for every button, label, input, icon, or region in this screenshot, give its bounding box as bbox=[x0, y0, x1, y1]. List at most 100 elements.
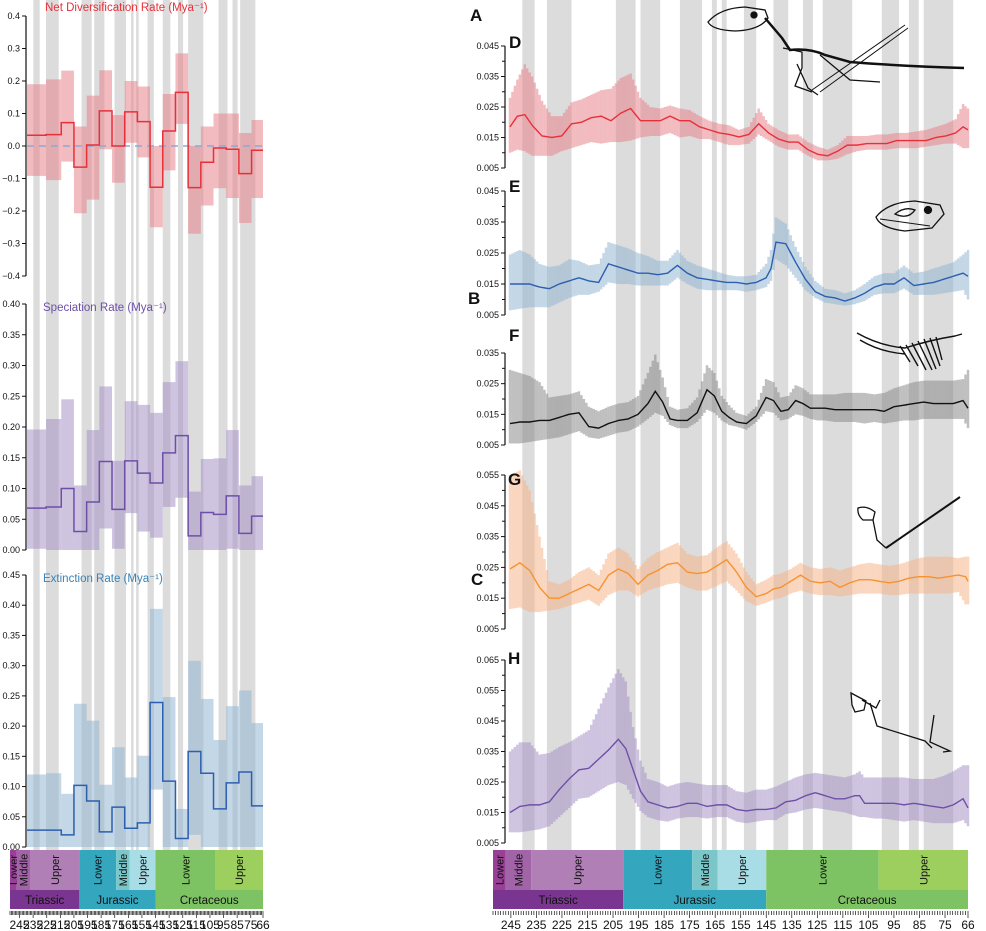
error-bar bbox=[590, 407, 593, 438]
error-bar bbox=[516, 251, 519, 310]
error-bar bbox=[801, 775, 805, 811]
error-bar bbox=[570, 740, 573, 806]
error-bar bbox=[828, 394, 832, 422]
error-bar bbox=[796, 776, 800, 812]
y-tick-label: 0.25 bbox=[2, 691, 20, 701]
error-bar bbox=[649, 366, 652, 417]
y-tick-label: 0.015 bbox=[476, 133, 499, 143]
panel-e: 0.045 0.035 0.025 0.015 0.005 bbox=[476, 186, 970, 320]
panel-letter-e: E bbox=[509, 177, 520, 196]
timescale-age-label: 85 bbox=[230, 918, 244, 931]
error-bar bbox=[513, 371, 517, 444]
error-bar bbox=[703, 784, 706, 819]
error-bar bbox=[683, 408, 687, 429]
timescale-age-label: 105 bbox=[200, 918, 220, 931]
error-bar bbox=[545, 108, 549, 156]
error-bar bbox=[927, 380, 930, 419]
error-bar bbox=[737, 791, 741, 823]
error-bar bbox=[695, 265, 699, 289]
error-bar bbox=[545, 753, 549, 827]
error-bar bbox=[710, 370, 714, 412]
error-bar bbox=[865, 282, 869, 300]
error-bar bbox=[535, 261, 539, 308]
error-box bbox=[112, 460, 125, 549]
error-bar bbox=[693, 113, 696, 138]
error-bar bbox=[944, 556, 948, 594]
error-bar bbox=[720, 544, 724, 584]
error-bar bbox=[629, 400, 632, 431]
error-bar bbox=[855, 135, 859, 152]
error-bar bbox=[870, 135, 874, 150]
error-box bbox=[27, 774, 47, 847]
error-bar bbox=[511, 253, 514, 310]
error-bar bbox=[553, 266, 556, 305]
error-bar bbox=[851, 135, 854, 153]
error-bar bbox=[654, 107, 657, 136]
error-bar bbox=[518, 74, 522, 151]
error-bar bbox=[513, 746, 517, 833]
error-bar bbox=[582, 733, 586, 799]
error-bar bbox=[651, 360, 655, 415]
error-bar bbox=[764, 789, 768, 821]
error-bar bbox=[639, 566, 642, 596]
error-box bbox=[27, 84, 47, 176]
error-box bbox=[213, 113, 227, 189]
error-bar bbox=[597, 91, 600, 144]
error-bar bbox=[705, 555, 709, 591]
error-bar bbox=[927, 778, 930, 823]
y-tick-label: 0.035 bbox=[476, 747, 499, 757]
error-bar bbox=[686, 408, 689, 429]
error-bar bbox=[575, 573, 578, 604]
error-bar bbox=[557, 746, 561, 818]
timescale-stage bbox=[505, 850, 532, 890]
y-tick-label: 0.015 bbox=[476, 409, 499, 419]
error-bar bbox=[875, 275, 879, 295]
y-tick-label: −0.2 bbox=[2, 206, 20, 216]
timescale-age-label: 245 bbox=[10, 918, 30, 931]
y-tick-label: 0.055 bbox=[476, 686, 499, 696]
sauropod-neck-icon bbox=[856, 332, 963, 371]
y-tick-label: −0.4 bbox=[2, 271, 20, 281]
error-bar bbox=[577, 572, 581, 603]
error-box bbox=[238, 133, 252, 224]
y-tick-label: 0.055 bbox=[476, 470, 499, 480]
error-bar bbox=[947, 556, 950, 594]
error-bar bbox=[713, 785, 716, 818]
error-bar bbox=[508, 369, 512, 444]
error-bar bbox=[907, 383, 911, 421]
error-bar bbox=[880, 564, 884, 594]
error-bar bbox=[607, 687, 610, 786]
error-bar bbox=[951, 380, 955, 419]
error-bar bbox=[868, 777, 871, 818]
error-bar bbox=[715, 785, 719, 818]
error-bar bbox=[533, 379, 536, 442]
error-bar bbox=[592, 264, 595, 294]
timescale-stage bbox=[16, 850, 31, 890]
stage-band bbox=[218, 0, 228, 850]
error-bar bbox=[683, 782, 687, 818]
error-bar bbox=[639, 253, 642, 286]
error-bar bbox=[814, 772, 817, 808]
error-bar bbox=[681, 408, 684, 429]
error-bar bbox=[631, 727, 635, 799]
error-bar bbox=[836, 569, 839, 597]
error-bar bbox=[774, 574, 778, 600]
timescale-period-label: Jurassic bbox=[96, 895, 138, 907]
error-bar bbox=[700, 381, 704, 416]
error-bar bbox=[614, 404, 618, 434]
error-bar bbox=[543, 558, 546, 612]
error-bar bbox=[604, 692, 608, 787]
error-bar bbox=[543, 753, 546, 828]
error-bar bbox=[550, 397, 554, 439]
y-tick-label: 0.035 bbox=[476, 217, 499, 227]
error-bar bbox=[740, 414, 743, 429]
error-bar bbox=[533, 748, 536, 831]
error-bar bbox=[890, 777, 893, 820]
error-bar bbox=[902, 385, 906, 421]
error-bar bbox=[826, 289, 829, 303]
error-bar bbox=[949, 121, 953, 144]
error-bar bbox=[759, 392, 763, 417]
error-bar bbox=[597, 708, 600, 792]
error-bar bbox=[567, 742, 571, 808]
